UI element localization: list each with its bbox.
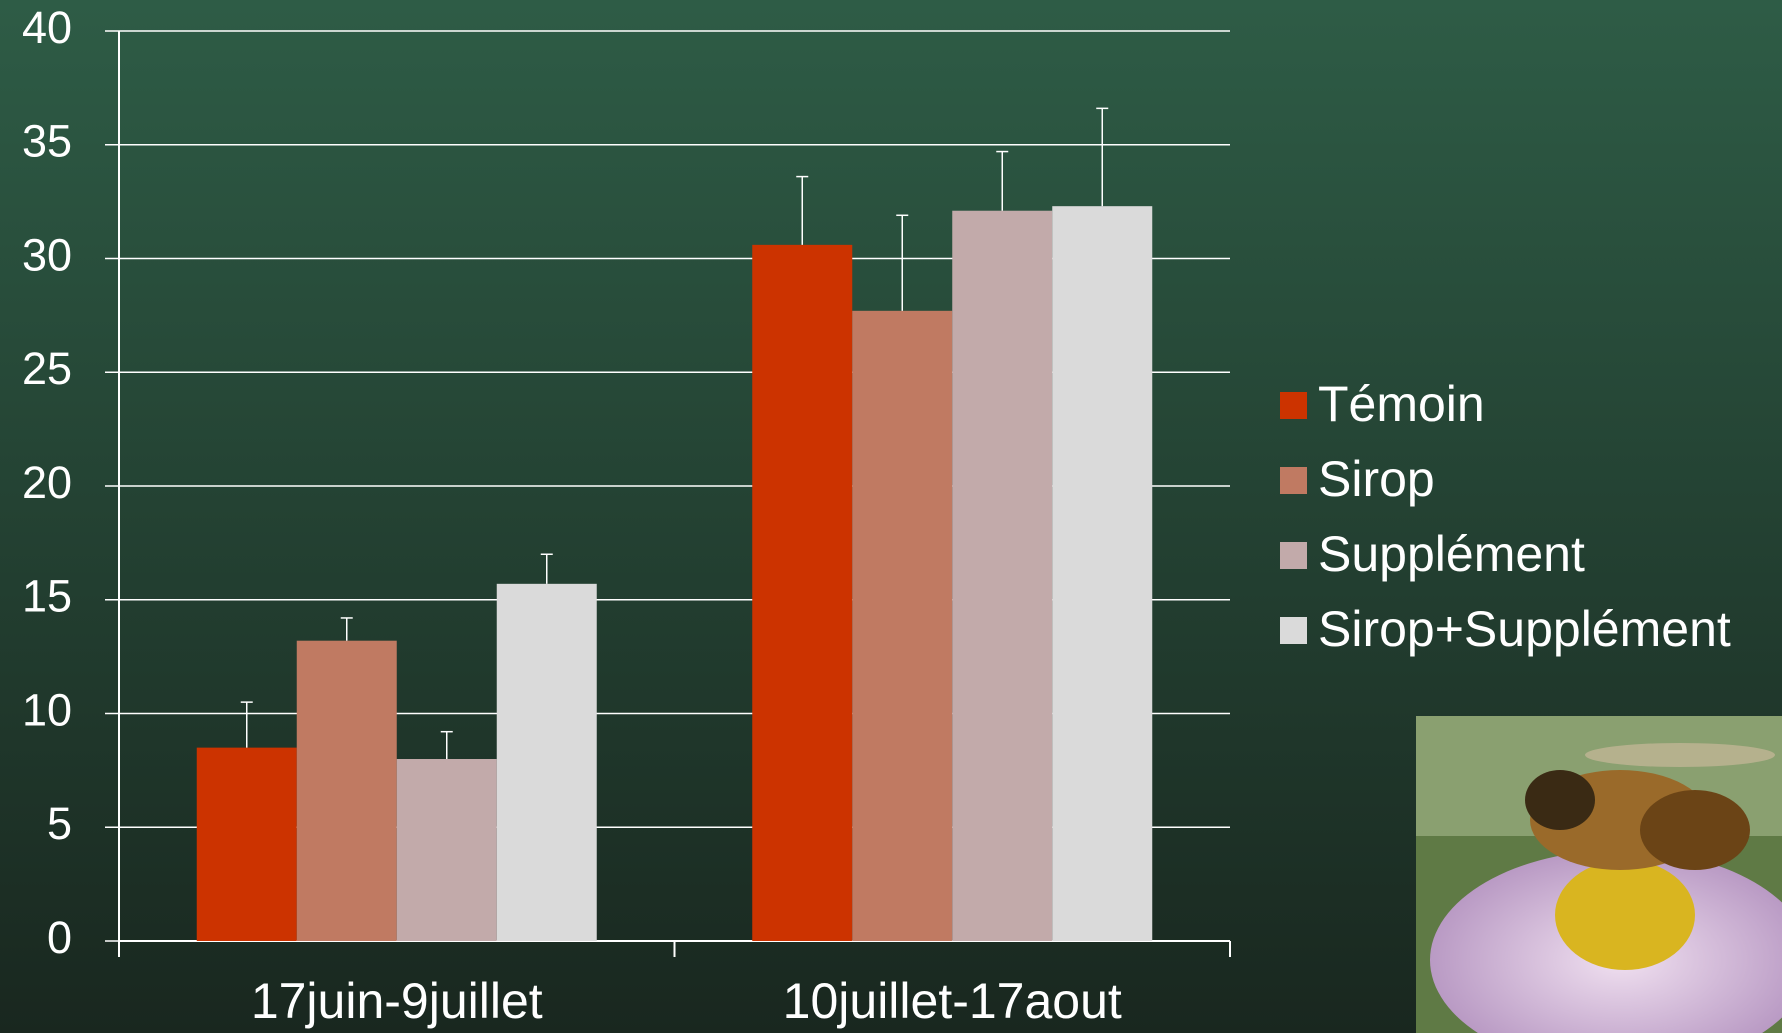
bar <box>1052 206 1153 942</box>
bar <box>752 244 853 942</box>
y-tick-label: 10 <box>22 684 72 735</box>
legend-label: Sirop+Supplément <box>1318 601 1731 657</box>
y-tick-label: 20 <box>22 457 72 508</box>
bar <box>496 583 597 941</box>
y-tick-label: 15 <box>22 571 72 622</box>
legend-label: Supplément <box>1318 526 1585 582</box>
legend-swatch <box>1280 467 1307 494</box>
y-tick-label: 0 <box>47 912 72 963</box>
y-tick-label: 30 <box>22 229 72 280</box>
legend-swatch <box>1280 542 1307 569</box>
bar <box>852 310 953 941</box>
legend-swatch <box>1280 617 1307 644</box>
bar <box>196 747 297 941</box>
bar <box>952 210 1053 942</box>
bee-photo <box>1416 716 1782 1033</box>
legend-label: Sirop <box>1318 451 1435 507</box>
x-tick-label: 17juin-9juillet <box>251 973 543 1029</box>
x-tick-label: 10juillet-17aout <box>783 973 1122 1029</box>
bar <box>396 759 497 941</box>
legend-label: Témoin <box>1318 376 1485 432</box>
y-tick-label: 35 <box>22 116 72 167</box>
legend-swatch <box>1280 392 1307 419</box>
y-tick-label: 25 <box>22 343 72 394</box>
bar <box>296 640 397 941</box>
y-tick-label: 40 <box>22 2 72 53</box>
y-tick-label: 5 <box>47 798 72 849</box>
